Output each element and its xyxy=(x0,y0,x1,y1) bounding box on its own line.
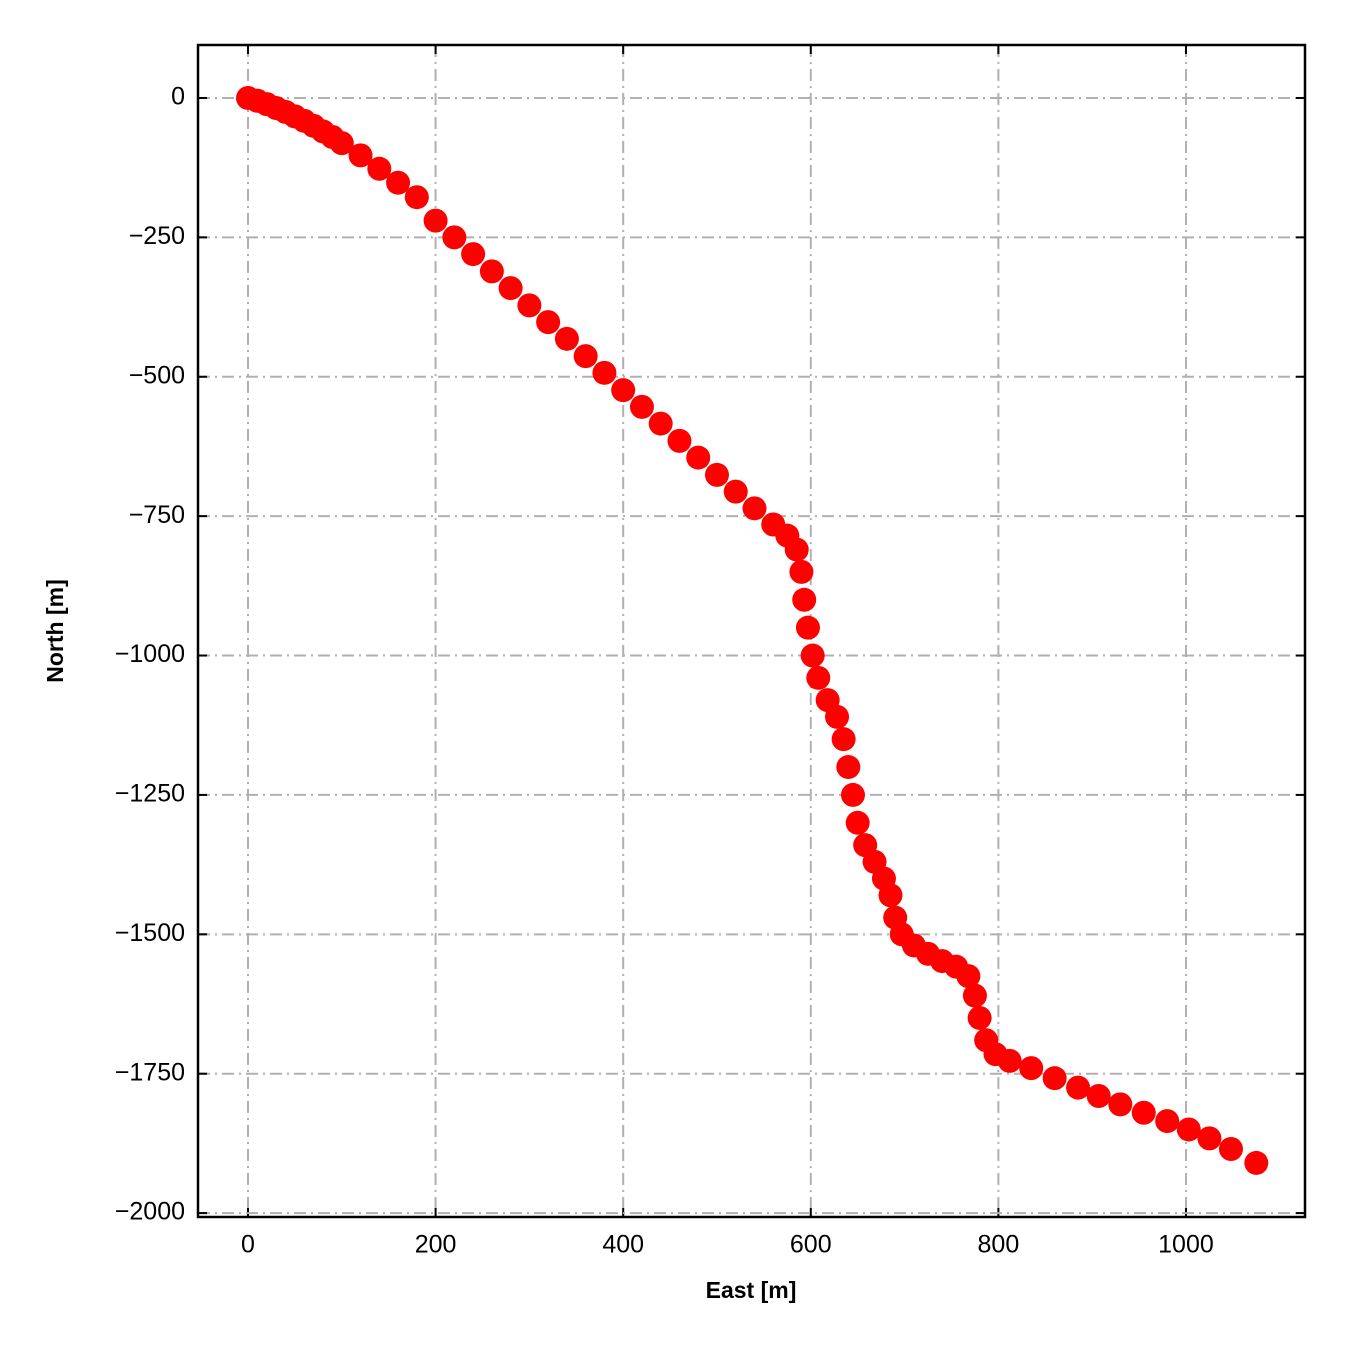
x-tick-label: 800 xyxy=(978,1231,1020,1259)
point xyxy=(789,559,814,584)
point xyxy=(498,276,523,301)
point xyxy=(878,883,903,908)
y-tick-label: −250 xyxy=(129,222,185,250)
point xyxy=(704,462,729,487)
point xyxy=(1042,1066,1067,1091)
point xyxy=(479,259,504,284)
y-tick-label: −1500 xyxy=(115,919,185,947)
point xyxy=(997,1048,1022,1073)
point xyxy=(795,615,820,640)
point xyxy=(840,782,865,807)
x-tick-label: 600 xyxy=(790,1231,832,1259)
y-tick-label: −2000 xyxy=(115,1198,185,1226)
point xyxy=(831,727,856,752)
point xyxy=(836,755,861,780)
point xyxy=(667,428,692,453)
point xyxy=(686,445,711,470)
point xyxy=(648,411,673,436)
point xyxy=(611,378,636,403)
point xyxy=(536,310,561,335)
point xyxy=(1019,1056,1044,1081)
x-tick-label: 0 xyxy=(241,1231,255,1259)
point xyxy=(423,208,448,233)
point xyxy=(1086,1084,1111,1109)
point xyxy=(386,170,411,195)
point xyxy=(792,587,817,612)
point xyxy=(1244,1150,1269,1175)
point xyxy=(461,242,486,267)
y-tick-label: −1250 xyxy=(115,780,185,808)
x-tick-label: 1000 xyxy=(1158,1231,1214,1259)
point xyxy=(956,964,981,989)
y-tick-label: −1000 xyxy=(115,640,185,668)
point xyxy=(1108,1092,1133,1117)
x-tick-label: 200 xyxy=(415,1231,457,1259)
point xyxy=(592,360,617,385)
point xyxy=(784,537,809,562)
point xyxy=(1066,1075,1091,1100)
x-axis-title: East [m] xyxy=(706,1277,797,1303)
plot-frame xyxy=(196,43,1307,1219)
point xyxy=(800,643,825,668)
point xyxy=(517,293,542,318)
y-tick-label: −750 xyxy=(129,501,185,529)
point xyxy=(1218,1136,1243,1161)
point xyxy=(367,156,392,181)
y-tick-label: −500 xyxy=(129,361,185,389)
point xyxy=(1155,1109,1180,1134)
point xyxy=(629,394,654,419)
point xyxy=(967,1005,992,1030)
point xyxy=(1197,1126,1222,1151)
point xyxy=(554,326,579,351)
point xyxy=(845,810,870,835)
point xyxy=(329,131,354,156)
point xyxy=(573,344,598,369)
y-tick-label: −1750 xyxy=(115,1058,185,1086)
point xyxy=(742,496,767,521)
point xyxy=(962,983,987,1008)
y-tick-label: 0 xyxy=(171,83,185,111)
point xyxy=(442,225,467,250)
point xyxy=(1131,1100,1156,1125)
point xyxy=(825,704,850,729)
x-tick-label: 400 xyxy=(602,1231,644,1259)
point xyxy=(404,185,429,210)
point xyxy=(348,143,373,168)
y-axis-title: North [m] xyxy=(42,579,68,682)
point xyxy=(1176,1117,1201,1142)
point xyxy=(806,665,831,690)
point xyxy=(723,479,748,504)
